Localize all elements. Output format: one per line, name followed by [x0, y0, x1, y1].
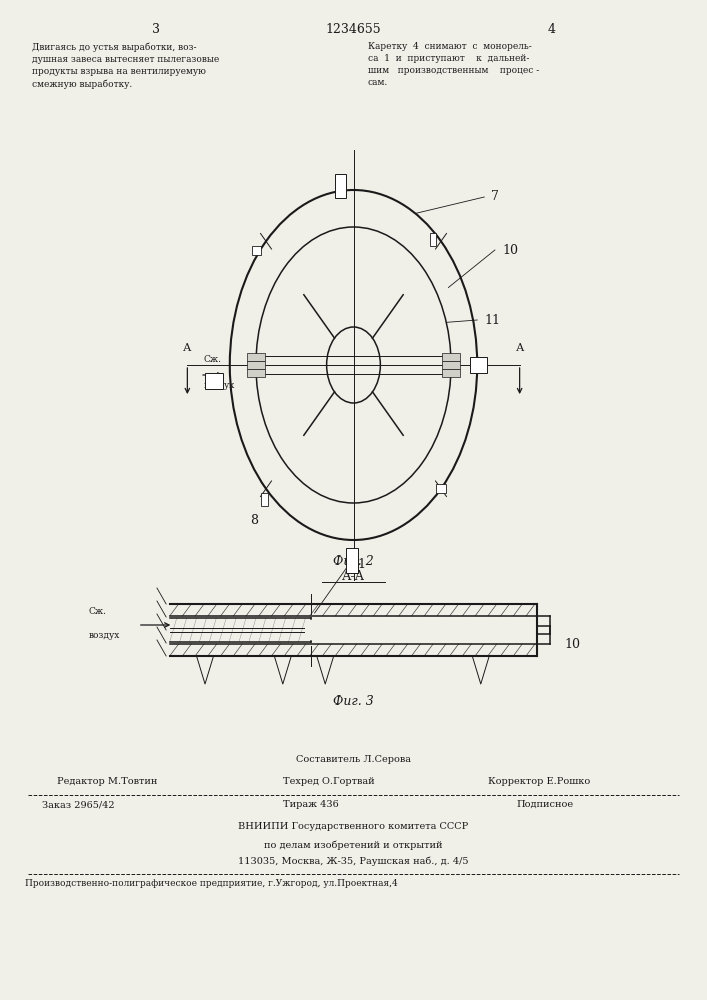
Bar [247, 369, 265, 377]
Text: А: А [183, 343, 192, 353]
Bar [206, 373, 223, 389]
Text: 10: 10 [564, 639, 580, 652]
Text: 10: 10 [502, 243, 518, 256]
Text: А: А [515, 343, 524, 353]
Text: Составитель Л.Серова: Составитель Л.Серова [296, 755, 411, 764]
Text: 3: 3 [151, 23, 160, 36]
Text: 4: 4 [547, 23, 556, 36]
Text: Тираж 436: Тираж 436 [284, 800, 339, 809]
Text: 8: 8 [250, 514, 259, 526]
Bar [436, 484, 445, 493]
Bar [430, 233, 436, 246]
Text: по делам изобретений и открытий: по делам изобретений и открытий [264, 840, 443, 850]
Text: Сж.: Сж. [204, 356, 221, 364]
Text: воздух: воздух [204, 380, 235, 389]
Bar [252, 246, 262, 255]
Bar [470, 357, 488, 373]
Text: Двигаясь до устья выработки, воз-
душная завеса вытесняет пылегазовые
продукты в: Двигаясь до устья выработки, воз- душная… [32, 42, 219, 89]
Text: Подписное: Подписное [516, 800, 573, 809]
Bar [346, 548, 358, 572]
Bar [335, 174, 346, 198]
Text: 11: 11 [350, 558, 366, 572]
Text: воздух: воздух [88, 631, 119, 640]
Text: Техред О.Гортвай: Техред О.Гортвай [283, 777, 375, 786]
Text: Фиг. 3: Фиг. 3 [333, 695, 374, 708]
Text: Редактор М.Товтин: Редактор М.Товтин [57, 777, 157, 786]
Text: 1234655: 1234655 [326, 23, 381, 36]
Text: ВНИИПИ Государственного комитета СССР: ВНИИПИ Государственного комитета СССР [238, 822, 469, 831]
Bar [247, 353, 265, 361]
Text: 7: 7 [491, 190, 499, 204]
Text: Корректор Е.Рошко: Корректор Е.Рошко [488, 777, 590, 786]
Text: Сж.: Сж. [88, 607, 106, 616]
Bar [262, 493, 268, 506]
Bar [247, 361, 265, 369]
Text: Фиг. 2: Фиг. 2 [333, 555, 374, 568]
Text: А-А: А-А [342, 570, 365, 583]
Bar [442, 353, 460, 361]
Text: 113035, Москва, Ж-35, Раушская наб., д. 4/5: 113035, Москва, Ж-35, Раушская наб., д. … [238, 857, 469, 866]
Text: 11: 11 [484, 314, 501, 326]
Text: Производственно-полиграфическое предприятие, г.Ужгород, ул.Проектная,4: Производственно-полиграфическое предприя… [25, 879, 397, 888]
Bar [442, 361, 460, 369]
Text: Заказ 2965/42: Заказ 2965/42 [42, 800, 115, 809]
Text: Каретку  4  снимают  с  монорель-
са  1  и  приступают    к  дальней-
шим   прои: Каретку 4 снимают с монорель- са 1 и при… [368, 42, 539, 87]
Bar [442, 369, 460, 377]
